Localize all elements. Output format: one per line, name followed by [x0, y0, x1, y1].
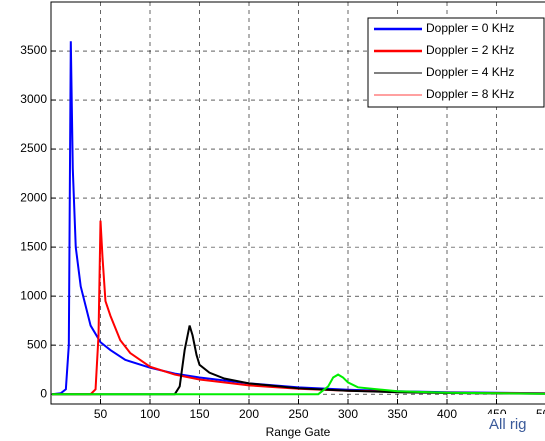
- y-tick-label: 1000: [20, 288, 47, 302]
- legend-box: [367, 17, 545, 108]
- x-tick-label: 300: [338, 407, 358, 421]
- line-series: [51, 325, 545, 396]
- legend-label: Doppler = 4 KHz: [426, 65, 514, 79]
- line-series: [51, 373, 545, 396]
- legend-label: Doppler = 2 KHz: [426, 43, 514, 57]
- y-tick-label: 2000: [20, 190, 47, 204]
- y-tick-label: 1500: [20, 239, 47, 253]
- y-tick-label: 2500: [20, 141, 47, 155]
- x-tick-label: 400: [437, 407, 457, 421]
- x-tick-label: 50: [94, 407, 108, 421]
- x-tick-label: 200: [239, 407, 259, 421]
- legend-label: Doppler = 0 KHz: [426, 21, 514, 35]
- y-tick-label: 3500: [20, 43, 47, 57]
- x-tick-label: 100: [140, 407, 160, 421]
- x-axis-label: Range Gate: [266, 425, 331, 439]
- x-tick-label: 350: [387, 407, 407, 421]
- y-tick-label: 3000: [20, 92, 47, 106]
- annotation: All rig: [489, 416, 527, 433]
- x-tick-label: 150: [189, 407, 209, 421]
- y-tick-label: 0: [40, 386, 47, 400]
- y-tick-label: 500: [27, 337, 47, 351]
- x-tick-label: 250: [288, 407, 308, 421]
- legend-label: Doppler = 8 KHz: [426, 87, 514, 101]
- annotation-bg: [486, 414, 545, 436]
